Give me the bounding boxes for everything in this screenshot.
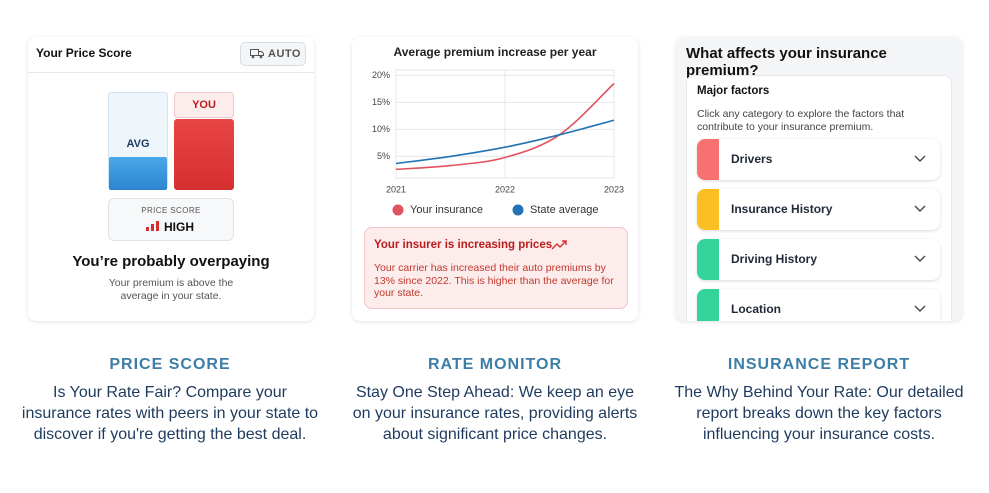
legend-swatch [512, 204, 524, 216]
y-tick-label: 10% [372, 124, 390, 134]
insurance-report-card: What affects your insurance premium? Maj… [676, 37, 962, 321]
chevron [914, 255, 926, 262]
section-title: Major factors [697, 85, 770, 97]
feature-text: The Why Behind Your Rate: Our detailed r… [674, 384, 964, 443]
y-tick-label: 15% [372, 97, 390, 107]
feature-title: PRICE SCORE [109, 356, 231, 373]
factor-label: Driving History [731, 252, 818, 266]
chevron [914, 305, 926, 312]
chart: Average premium increase per year 5% 10% 1… [372, 45, 624, 216]
alert-title: Your insurer is increasing prices [374, 239, 553, 251]
card-title: What affects your insurance premium? [686, 45, 887, 79]
x-tick-label: 2023 [604, 184, 624, 194]
factor-label: Location [731, 302, 781, 316]
alert-text: Your carrier has increased their auto pr… [374, 262, 614, 299]
chevron [914, 205, 926, 212]
x-tick-label: 2021 [386, 184, 406, 194]
description: Your premium is above the average in you… [108, 277, 234, 302]
you-label-box [174, 92, 234, 118]
legend-swatch [392, 204, 404, 216]
x-tick-label: 2022 [495, 184, 515, 194]
factor-row[interactable]: Location [697, 289, 940, 321]
factor-tab [697, 289, 719, 321]
series-line [395, 82, 615, 171]
feature-title: RATE MONITOR [427, 356, 563, 373]
factor-row[interactable]: Driving History [697, 239, 940, 280]
badge[interactable]: AUTO [240, 42, 306, 66]
price-score-card: Your Price Score AUTO AVG YOU PRICE SCOR… [28, 37, 314, 321]
divider [28, 72, 314, 73]
score-value: HIGH [164, 220, 194, 234]
y-tick-label: 20% [372, 70, 390, 80]
legend-label: State average [530, 204, 599, 216]
section-text: Click any category to explore the factor… [697, 108, 905, 133]
factor-label: Insurance History [731, 202, 833, 216]
legend-label: Your insurance [410, 204, 483, 216]
card-title: Your Price Score [36, 46, 132, 60]
factor-tab [697, 189, 719, 230]
truck-icon [250, 49, 264, 59]
rate-monitor-card: Average premium increase per year 5% 10% 1… [352, 37, 638, 321]
avg-label: AVG [126, 138, 150, 150]
factor-row[interactable]: Drivers [697, 139, 940, 180]
score-caption: PRICE SCORE [141, 206, 201, 215]
factor-tab [697, 239, 719, 280]
chevron [914, 155, 926, 162]
you-label: YOU [192, 99, 216, 111]
badge-label: AUTO [268, 48, 301, 60]
y-tick-label: 5% [377, 151, 390, 161]
avg-bar [109, 157, 167, 190]
you-bar [174, 119, 234, 190]
feature-title: INSURANCE REPORT [727, 356, 911, 373]
headline: You’re probably overpaying [72, 253, 270, 270]
chart-title: Average premium increase per year [394, 45, 597, 59]
score-box: PRICE SCORE HIGH [108, 198, 234, 241]
factor-row[interactable]: Insurance History [697, 189, 940, 230]
alert: Your insurer is increasing prices Your c… [364, 227, 628, 309]
factor-tab [697, 139, 719, 180]
signal-icon [146, 221, 159, 231]
factor-label: Drivers [731, 152, 773, 166]
series-line [395, 119, 615, 165]
feature-text: Stay One Step Ahead: We keep an eye on y… [352, 384, 638, 443]
feature-text: Is Your Rate Fair? Compare your insuranc… [21, 384, 319, 443]
trend-icon [551, 240, 567, 250]
